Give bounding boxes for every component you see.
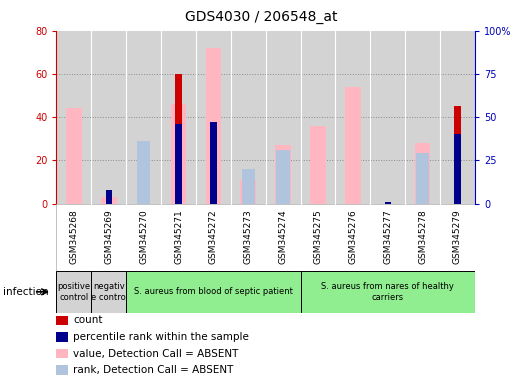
Bar	[92, 204, 126, 271]
Text: GSM345274: GSM345274	[279, 210, 288, 265]
Bar	[56, 204, 92, 271]
Text: GSM345271: GSM345271	[174, 210, 183, 265]
Bar	[106, 190, 112, 204]
Text: GSM345275: GSM345275	[313, 210, 323, 265]
Text: S. aureus from blood of septic patient: S. aureus from blood of septic patient	[134, 287, 293, 296]
Text: positive
control: positive control	[58, 282, 90, 301]
Bar	[92, 271, 126, 313]
Bar	[175, 74, 181, 204]
Bar	[275, 145, 291, 204]
Bar	[266, 204, 301, 271]
Bar	[56, 316, 67, 325]
Text: percentile rank within the sample: percentile rank within the sample	[73, 332, 249, 342]
Bar	[206, 48, 221, 204]
Text: S. aureus from nares of healthy
carriers: S. aureus from nares of healthy carriers	[321, 282, 454, 301]
Bar	[196, 204, 231, 271]
Text: GSM345277: GSM345277	[383, 210, 392, 265]
Text: infection: infection	[3, 287, 48, 297]
Bar	[415, 143, 430, 204]
Bar	[56, 349, 67, 358]
Text: count: count	[73, 315, 103, 325]
Text: rank, Detection Call = ABSENT: rank, Detection Call = ABSENT	[73, 365, 234, 375]
Bar	[416, 154, 429, 204]
Bar	[56, 271, 92, 313]
Bar	[454, 106, 461, 204]
Bar	[210, 122, 217, 204]
Bar	[242, 169, 255, 204]
Bar	[66, 109, 82, 204]
Bar	[370, 204, 405, 271]
Bar	[301, 204, 335, 271]
Text: value, Detection Call = ABSENT: value, Detection Call = ABSENT	[73, 349, 239, 359]
Text: GDS4030 / 206548_at: GDS4030 / 206548_at	[185, 10, 338, 23]
Bar	[126, 271, 301, 313]
Bar	[277, 150, 290, 204]
Text: GSM345276: GSM345276	[348, 210, 357, 265]
Bar	[175, 124, 181, 204]
Bar	[384, 202, 391, 204]
Text: negativ
e contro: negativ e contro	[92, 282, 126, 301]
Bar	[56, 332, 67, 342]
Text: GSM345272: GSM345272	[209, 210, 218, 265]
Bar	[137, 141, 150, 204]
Bar	[241, 180, 256, 204]
Text: GSM345269: GSM345269	[104, 210, 113, 265]
Bar	[126, 204, 161, 271]
Bar	[345, 87, 361, 204]
Bar	[301, 271, 475, 313]
Bar	[231, 204, 266, 271]
Text: GSM345268: GSM345268	[70, 210, 78, 265]
Bar	[454, 134, 461, 204]
Bar	[170, 104, 186, 204]
Bar	[335, 204, 370, 271]
Bar	[405, 204, 440, 271]
Text: GSM345270: GSM345270	[139, 210, 148, 265]
Bar	[56, 365, 67, 375]
Text: GSM345273: GSM345273	[244, 210, 253, 265]
Bar	[440, 204, 475, 271]
Bar	[161, 204, 196, 271]
Text: GSM345279: GSM345279	[453, 210, 462, 265]
Bar	[310, 126, 326, 204]
Bar	[101, 197, 117, 204]
Text: GSM345278: GSM345278	[418, 210, 427, 265]
